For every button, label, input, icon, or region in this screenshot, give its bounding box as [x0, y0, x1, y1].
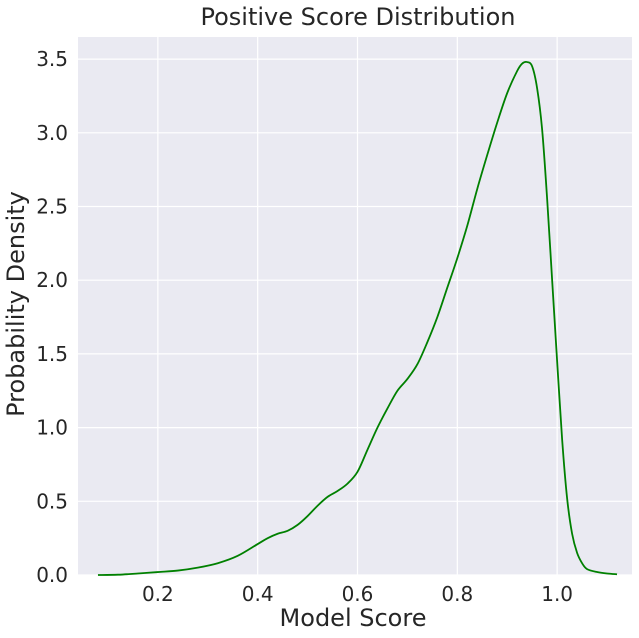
y-tick-label: 0.0: [36, 563, 68, 587]
x-tick-label: 0.8: [441, 582, 473, 606]
x-tick-label: 0.6: [342, 582, 374, 606]
x-tick-labels: 0.2 0.4 0.6 0.8 1.0: [142, 582, 573, 606]
plot-background: [78, 37, 632, 575]
y-tick-label: 3.5: [36, 47, 68, 71]
x-tick-label: 0.2: [142, 582, 174, 606]
density-line: [97, 60, 618, 576]
x-axis-title: Model Score: [280, 604, 427, 632]
y-tick-labels: 0.0 0.5 1.0 1.5 2.0 2.5 3.0 3.5: [36, 47, 68, 587]
x-tick-label: 0.4: [242, 582, 274, 606]
y-tick-label: 2.0: [36, 268, 68, 292]
chart-title: Positive Score Distribution: [200, 3, 515, 31]
y-tick-label: 3.0: [36, 121, 68, 145]
y-tick-label: 1.0: [36, 416, 68, 440]
y-tick-label: 0.5: [36, 489, 68, 513]
y-tick-label: 2.5: [36, 195, 68, 219]
y-axis-title: Probability Density: [2, 191, 30, 417]
x-tick-label: 1.0: [541, 582, 573, 606]
y-tick-label: 1.5: [36, 342, 68, 366]
grid-lines: [78, 37, 632, 576]
